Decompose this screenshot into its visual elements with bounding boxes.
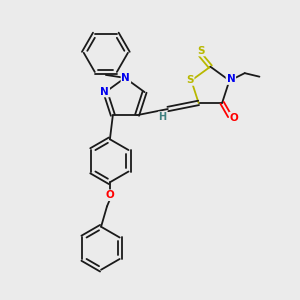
Text: N: N — [122, 73, 130, 83]
Text: S: S — [186, 75, 194, 85]
Text: O: O — [230, 112, 239, 123]
Text: N: N — [100, 86, 109, 97]
Text: N: N — [226, 74, 235, 84]
Text: S: S — [197, 46, 204, 56]
Text: H: H — [158, 112, 166, 122]
Text: O: O — [106, 190, 114, 200]
